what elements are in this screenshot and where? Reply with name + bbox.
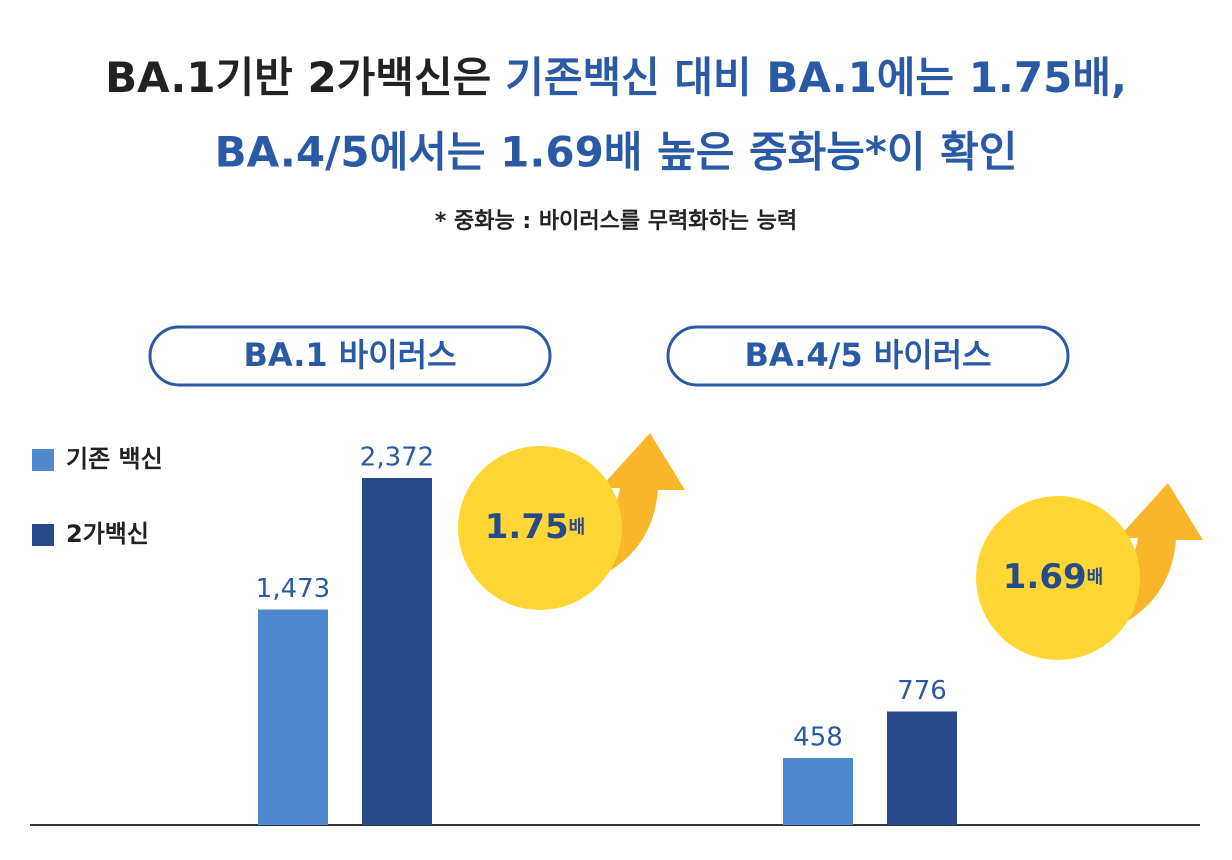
- value-label: 458: [793, 722, 843, 752]
- bar: [362, 478, 432, 825]
- category-label: BA.4/5 바이러스: [744, 336, 991, 374]
- arrow: [1028, 483, 1203, 648]
- title-line1: BA.1기반 2가백신은 기존백신 대비 BA.1에는 1.75배,: [105, 53, 1127, 102]
- bar: [887, 711, 957, 825]
- badge: [976, 496, 1140, 660]
- annotation-number: 1.75: [485, 507, 569, 547]
- category-label: BA.1 바이러스: [243, 336, 456, 374]
- title-line2: BA.4/5에서는 1.69배 높은 중화능*이 확인: [215, 128, 1018, 177]
- value-label: 2,372: [360, 443, 434, 473]
- annotation-suffix: 배: [569, 517, 586, 538]
- legend-swatch: [32, 524, 54, 546]
- legend-swatch: [32, 449, 54, 471]
- footnote: * 중화능 : 바이러스를 무력화하는 능력: [435, 209, 797, 234]
- value-label: 1,473: [256, 574, 330, 604]
- value-label: 776: [897, 676, 947, 706]
- legend-label: 기존 백신: [66, 445, 163, 473]
- annotation: 1.69배: [1003, 557, 1103, 597]
- arrow: [510, 433, 685, 598]
- category-pill: [666, 325, 1070, 387]
- category-pill: [148, 325, 552, 387]
- annotation-suffix: 배: [1087, 567, 1104, 588]
- title-black: BA.1기반 2가백신은: [105, 53, 491, 102]
- badge: [458, 446, 622, 610]
- bar: [783, 757, 853, 825]
- annotation-number: 1.69: [1003, 557, 1087, 597]
- bar: [258, 609, 328, 825]
- title-blue: 기존백신 대비 BA.1에는 1.75배,: [505, 53, 1127, 102]
- legend-label: 2가백신: [66, 520, 149, 548]
- annotation: 1.75배: [485, 507, 585, 547]
